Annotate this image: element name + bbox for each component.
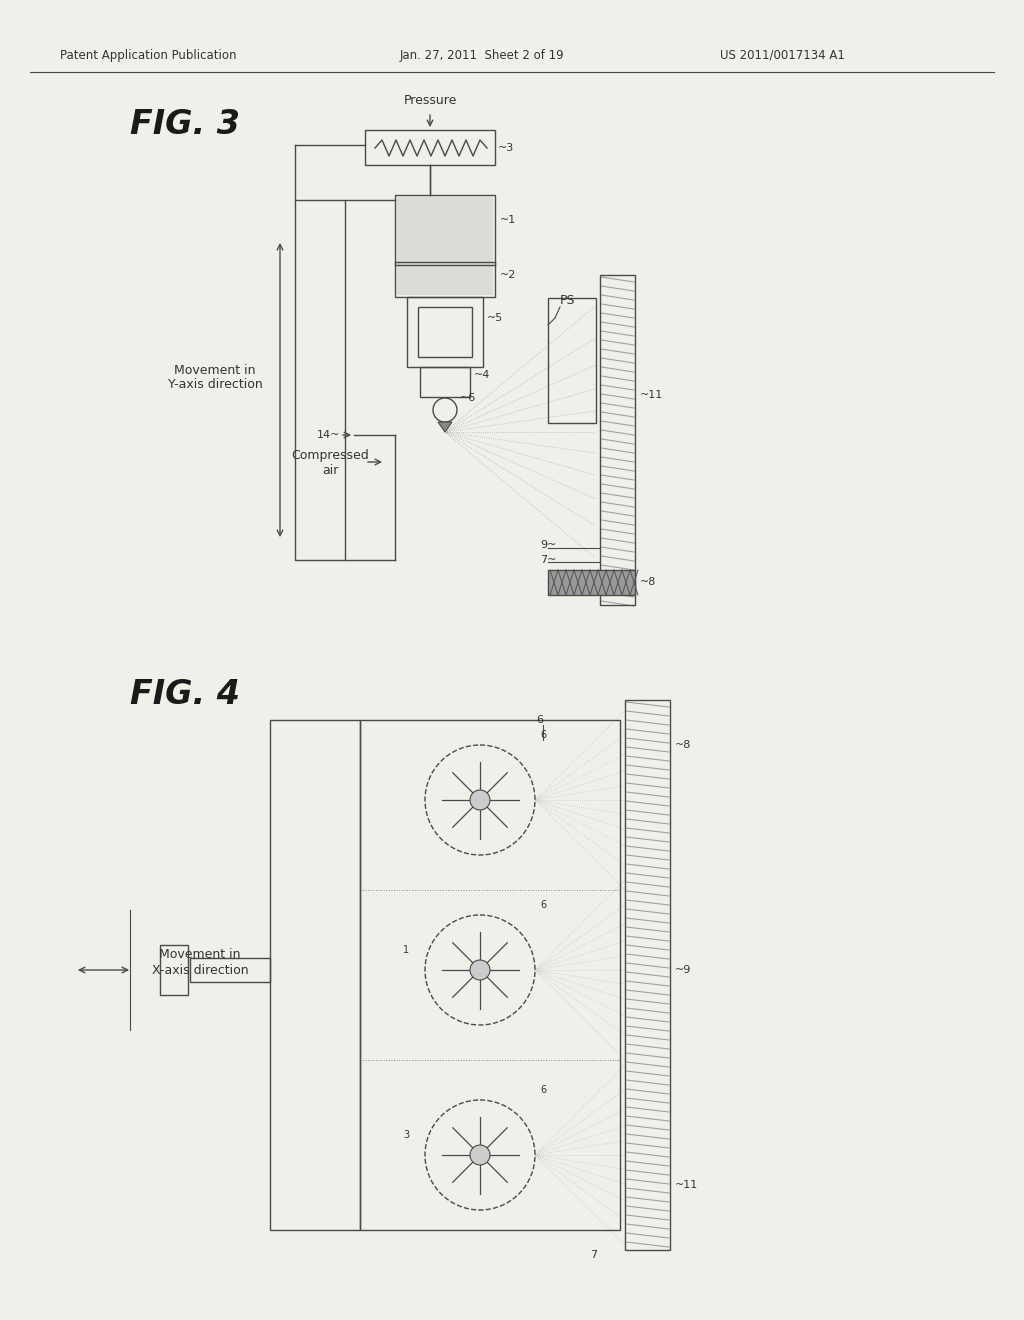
Text: Movement in: Movement in: [174, 363, 256, 376]
Bar: [395, 261, 495, 297]
Text: 6: 6: [540, 730, 546, 741]
Bar: [625, 700, 670, 1250]
Text: ~3: ~3: [498, 143, 514, 153]
Text: 1: 1: [403, 945, 410, 954]
Text: ~5: ~5: [487, 313, 503, 323]
Text: X-axis direction: X-axis direction: [152, 964, 248, 977]
Bar: [270, 719, 360, 1230]
Text: US 2011/0017134 A1: US 2011/0017134 A1: [720, 49, 845, 62]
Text: ~8: ~8: [640, 577, 656, 587]
Text: ~9: ~9: [675, 965, 691, 975]
Bar: [190, 958, 270, 982]
Text: Jan. 27, 2011  Sheet 2 of 19: Jan. 27, 2011 Sheet 2 of 19: [400, 49, 564, 62]
Text: 14~: 14~: [316, 430, 340, 440]
Bar: [360, 719, 620, 1230]
Text: 3: 3: [403, 1130, 410, 1140]
Text: 6: 6: [540, 1085, 546, 1096]
Bar: [600, 275, 635, 605]
Text: Compressed: Compressed: [291, 449, 369, 462]
Bar: [395, 195, 495, 265]
Text: ~2: ~2: [500, 271, 516, 280]
Bar: [407, 297, 483, 367]
Text: 7: 7: [590, 1250, 597, 1261]
Bar: [548, 298, 596, 422]
Text: Patent Application Publication: Patent Application Publication: [60, 49, 237, 62]
Text: ~8: ~8: [675, 741, 691, 750]
Bar: [397, 197, 493, 294]
Bar: [295, 201, 345, 560]
Bar: [420, 367, 470, 397]
Text: Pressure: Pressure: [403, 94, 457, 107]
Text: Y-axis direction: Y-axis direction: [168, 379, 262, 392]
Text: PS: PS: [560, 293, 575, 306]
Text: 7~: 7~: [540, 554, 556, 565]
Text: FIG. 3: FIG. 3: [130, 108, 240, 141]
Circle shape: [470, 960, 490, 979]
Text: 6: 6: [540, 900, 546, 909]
Text: ~6: ~6: [460, 393, 476, 403]
Text: ~11: ~11: [640, 389, 664, 400]
Text: ~4: ~4: [474, 370, 490, 380]
Circle shape: [470, 1144, 490, 1166]
Bar: [160, 945, 188, 995]
Text: Movement in: Movement in: [160, 949, 241, 961]
Bar: [418, 308, 472, 356]
Circle shape: [470, 789, 490, 810]
Text: 9~: 9~: [540, 540, 556, 550]
Text: 6: 6: [537, 715, 544, 725]
Bar: [365, 129, 495, 165]
Text: FIG. 4: FIG. 4: [130, 678, 240, 711]
Text: ~1: ~1: [500, 215, 516, 224]
Text: air: air: [322, 463, 338, 477]
Text: ~11: ~11: [675, 1180, 698, 1191]
Polygon shape: [438, 422, 452, 432]
Bar: [548, 570, 635, 595]
